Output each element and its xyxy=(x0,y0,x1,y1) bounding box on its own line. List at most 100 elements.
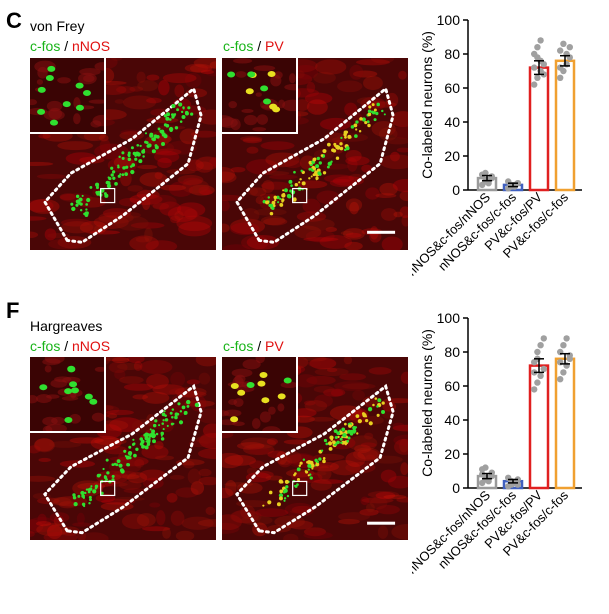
tissue-texture xyxy=(44,365,52,373)
cell-speckle xyxy=(360,117,363,120)
tissue-texture xyxy=(379,182,398,196)
data-point xyxy=(537,342,544,349)
tissue-texture xyxy=(154,148,182,156)
cell-speckle xyxy=(358,129,362,133)
tissue-texture xyxy=(72,522,91,527)
cell-speckle xyxy=(316,168,321,173)
tissue-texture xyxy=(76,197,106,208)
cell-speckle xyxy=(359,420,362,423)
tissue-texture xyxy=(367,491,400,499)
cell-speckle xyxy=(172,422,175,425)
tissue-texture xyxy=(112,357,130,364)
cell-nucleus xyxy=(62,101,71,108)
cell-speckle xyxy=(353,123,358,128)
tissue-texture xyxy=(146,74,160,81)
tissue-texture xyxy=(400,462,408,476)
cell-speckle xyxy=(190,112,194,116)
tissue-texture xyxy=(127,472,148,484)
tissue-texture xyxy=(371,121,396,137)
nnos-label: nNOS xyxy=(72,38,111,54)
tissue-texture xyxy=(256,471,274,479)
tissue-texture xyxy=(360,496,370,506)
pv-label: PV xyxy=(265,38,284,54)
cell-speckle xyxy=(123,449,127,453)
cell-speckle xyxy=(83,505,86,508)
cell-speckle xyxy=(371,103,375,107)
cell-speckle xyxy=(336,431,341,436)
tissue-texture xyxy=(30,198,60,214)
tissue-texture xyxy=(288,73,296,84)
cell-speckle xyxy=(119,468,124,473)
cell-speckle xyxy=(194,402,200,408)
cell-speckle xyxy=(308,167,312,171)
tissue-texture xyxy=(334,381,370,391)
cell-speckle xyxy=(294,472,297,475)
y-tick-label: 100 xyxy=(437,12,461,28)
tissue-texture xyxy=(104,482,128,487)
tissue-texture xyxy=(139,172,168,187)
data-point xyxy=(485,180,492,187)
tissue-texture xyxy=(169,475,185,480)
tissue-texture xyxy=(79,67,101,76)
tissue-texture xyxy=(222,514,242,531)
tissue-texture xyxy=(69,437,104,444)
tissue-texture xyxy=(357,449,379,460)
cell-speckle xyxy=(92,489,97,494)
cell-nucleus xyxy=(75,104,84,111)
data-point xyxy=(531,386,538,393)
data-point xyxy=(560,369,567,376)
inset-marker xyxy=(100,187,116,204)
cell-speckle xyxy=(364,121,368,125)
cell-speckle xyxy=(267,196,271,199)
cell-speckle xyxy=(327,161,332,166)
cell-speckle xyxy=(366,120,370,124)
cell-speckle xyxy=(372,403,375,407)
tissue-texture xyxy=(108,361,128,374)
cell-speckle xyxy=(141,444,146,449)
zoom-inset xyxy=(222,357,298,433)
cell-speckle xyxy=(368,421,373,426)
tissue-texture xyxy=(240,437,277,450)
cell-speckle xyxy=(166,424,169,427)
tissue-texture xyxy=(245,472,272,483)
tissue-texture xyxy=(222,223,230,233)
tissue-texture xyxy=(377,525,389,539)
tissue-texture xyxy=(399,190,408,202)
channel-label-left-f: c-fos / nNOS xyxy=(30,338,110,354)
tissue-texture xyxy=(303,237,339,242)
tissue-texture xyxy=(118,480,142,490)
cell-speckle xyxy=(135,447,139,451)
cell-speckle xyxy=(127,450,133,456)
cell-nucleus xyxy=(64,388,73,395)
tissue-texture xyxy=(133,361,143,371)
tissue-texture xyxy=(123,383,154,391)
cell-speckle xyxy=(165,123,170,128)
tissue-texture xyxy=(30,519,44,534)
tissue-texture xyxy=(158,79,170,96)
tissue-texture xyxy=(102,357,130,362)
cell-speckle xyxy=(105,478,108,481)
tissue-texture xyxy=(73,113,81,125)
tissue-texture xyxy=(370,58,395,64)
cell-speckle xyxy=(163,134,168,139)
tissue-texture xyxy=(197,519,216,527)
tissue-texture xyxy=(50,497,72,506)
tissue-texture xyxy=(157,157,172,169)
tissue-texture xyxy=(356,59,390,66)
tissue-texture xyxy=(385,137,408,145)
inset-marker xyxy=(292,480,308,497)
cell-speckle xyxy=(148,433,153,438)
tissue-texture xyxy=(108,459,142,475)
tissue-texture xyxy=(59,193,76,201)
tissue-texture xyxy=(314,367,349,377)
cell-speckle xyxy=(337,435,340,439)
tissue-texture xyxy=(179,128,198,145)
tissue-texture xyxy=(143,477,164,489)
tissue-texture xyxy=(230,166,246,173)
micrograph-f-nnos xyxy=(30,357,216,540)
cell-speckle xyxy=(373,108,377,112)
cell-speckle xyxy=(71,206,76,212)
tissue-texture xyxy=(381,208,398,221)
tissue-texture xyxy=(189,64,209,73)
tissue-texture xyxy=(99,138,111,153)
